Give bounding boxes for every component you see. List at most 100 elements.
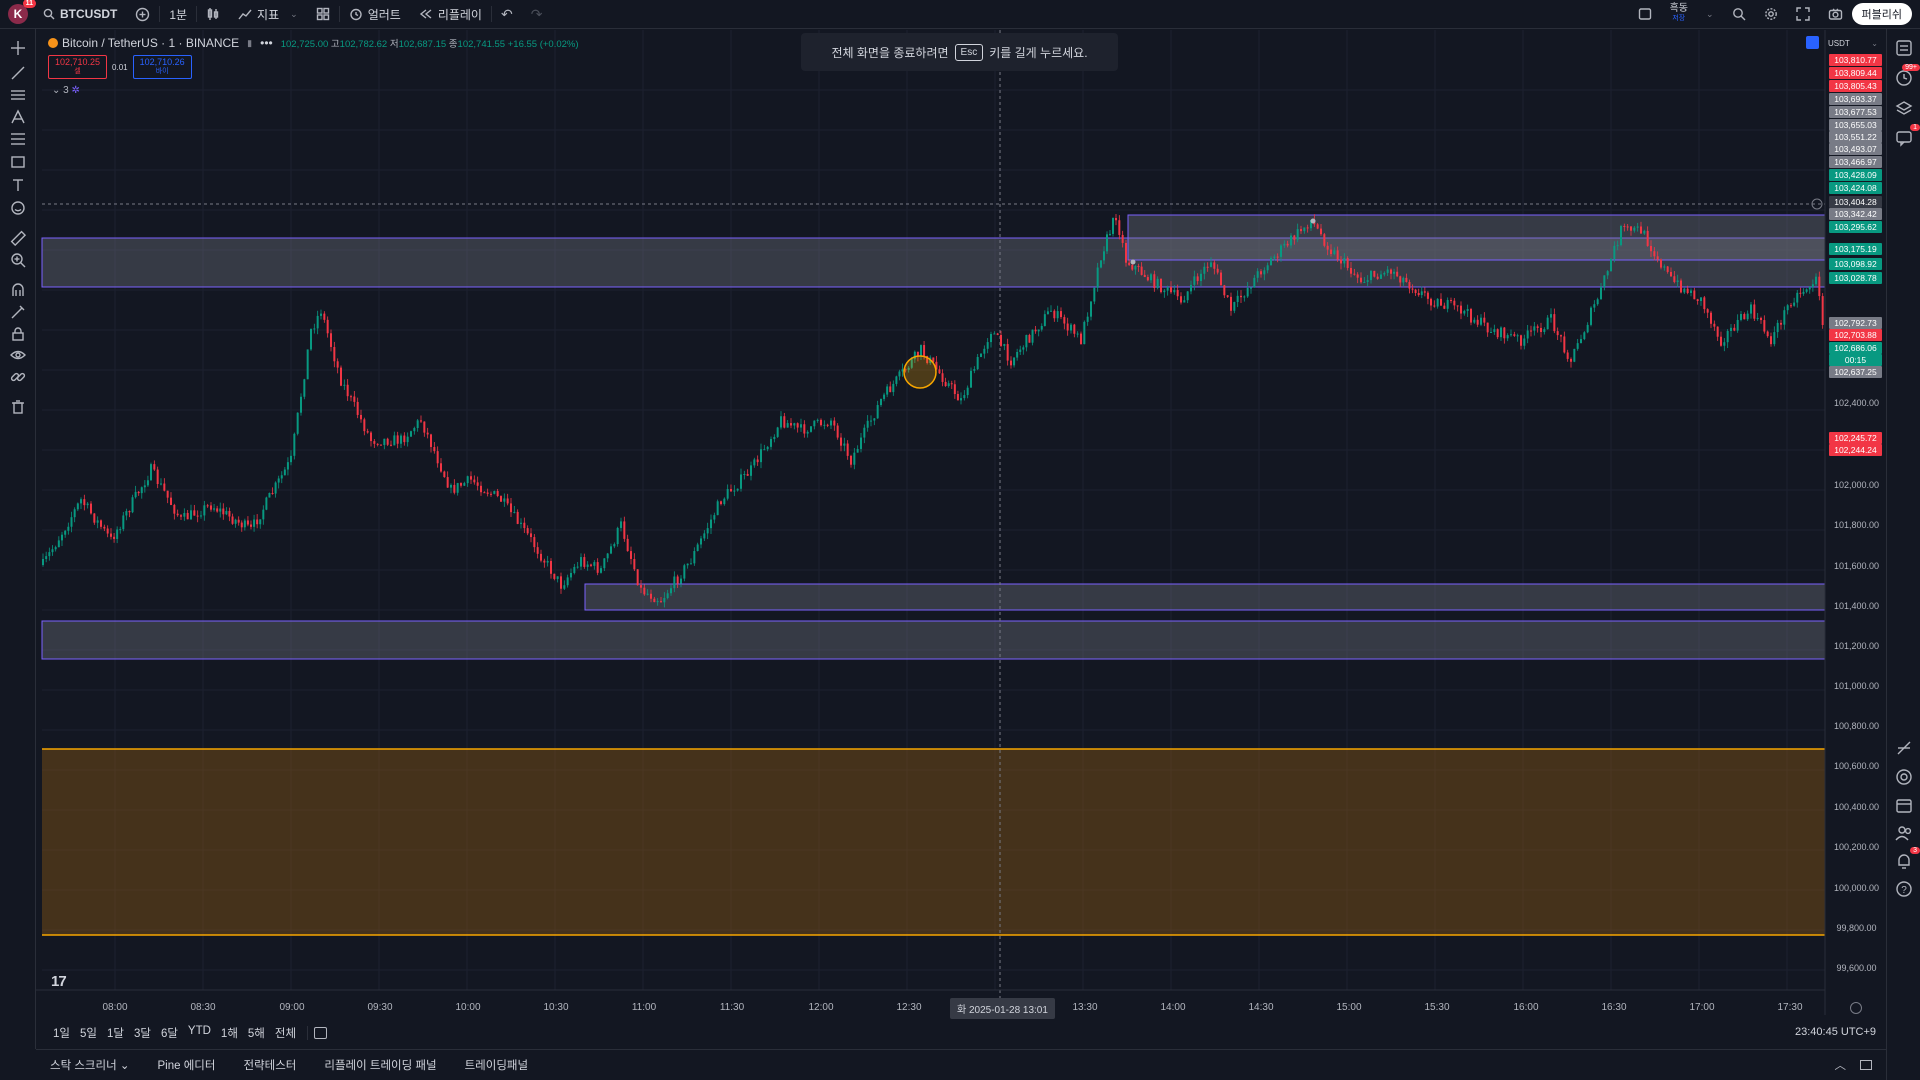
replay-button[interactable]: 리플레이: [410, 0, 491, 29]
candle: [700, 538, 702, 545]
symbol-search[interactable]: BTCUSDT: [34, 0, 126, 29]
layout-save-button[interactable]: 흑동 저장: [1661, 0, 1697, 29]
range-button[interactable]: YTD: [187, 1025, 211, 1037]
pencil-lock-tool-icon[interactable]: [9, 303, 27, 321]
layers-icon[interactable]: [1895, 99, 1913, 117]
buy-button[interactable]: 102,710.26 바이: [132, 55, 192, 79]
range-button[interactable]: 1해: [220, 1028, 238, 1040]
candle: [1223, 285, 1226, 296]
range-button[interactable]: 1달: [106, 1028, 124, 1040]
candle: [496, 491, 499, 497]
bottom-tab[interactable]: 전략테스터: [243, 1060, 297, 1072]
indicators-button[interactable]: 지표 ⌄: [229, 0, 307, 29]
range-button[interactable]: 1일: [53, 1028, 70, 1040]
candle: [1063, 317, 1066, 324]
add-symbol-button[interactable]: [126, 0, 159, 29]
maximize-panel-icon[interactable]: [1860, 1060, 1872, 1070]
chat-icon[interactable]: 1: [1895, 124, 1920, 147]
range-button[interactable]: 5일: [79, 1028, 97, 1040]
indicators-toggle[interactable]: ⌄ 3 ✲: [52, 85, 80, 96]
pitchfork-tool-icon[interactable]: [9, 108, 27, 126]
candle: [1230, 296, 1232, 311]
candle: [816, 419, 819, 421]
calendar-icon[interactable]: [1895, 796, 1913, 814]
bottom-tab[interactable]: 스탁 스크리너 ⌄: [50, 1060, 130, 1072]
time-axis-tick: 15:00: [1336, 1002, 1362, 1013]
trash-icon[interactable]: [9, 398, 27, 416]
settings-button[interactable]: [1755, 0, 1787, 29]
notifications-badge: 3: [1910, 847, 1920, 854]
ruler-tool-icon[interactable]: [9, 229, 27, 247]
calendar-range-icon[interactable]: [314, 1027, 328, 1039]
range-button[interactable]: 6달: [160, 1028, 178, 1040]
candle: [1115, 218, 1117, 221]
candle: [1383, 272, 1386, 275]
publish-button[interactable]: 퍼블리쉬: [1851, 3, 1912, 25]
quick-search-button[interactable]: [1723, 0, 1755, 29]
emoji-tool-icon[interactable]: [9, 199, 27, 217]
fib-tool-icon[interactable]: [9, 130, 27, 148]
interval-button[interactable]: 1분: [169, 7, 188, 22]
candle: [876, 405, 879, 419]
more-icon[interactable]: •••: [260, 36, 273, 50]
chevron-up-icon[interactable]: ︿: [1834, 1060, 1847, 1072]
candle: [430, 434, 432, 447]
bottom-tab[interactable]: 리플레이 트레이딩 패널: [324, 1060, 437, 1072]
candle: [773, 436, 776, 440]
candle: [846, 443, 849, 456]
watchlist-icon[interactable]: [1895, 39, 1913, 57]
candle: [316, 315, 319, 329]
link-icon[interactable]: [9, 368, 27, 386]
candle: [540, 553, 542, 561]
fullscreen-layout-button[interactable]: [1629, 0, 1661, 29]
undo-button[interactable]: ↶: [492, 0, 522, 29]
flag-icon[interactable]: ▮: [247, 37, 253, 48]
avatar-badge: 11: [22, 0, 36, 8]
candle: [166, 490, 169, 498]
bottom-tab[interactable]: 트레이딩패널: [464, 1060, 529, 1072]
candle: [1386, 269, 1389, 273]
currency-select[interactable]: USDT ⌄: [1825, 36, 1881, 50]
layouts-button[interactable]: [307, 0, 339, 29]
sell-button[interactable]: 102,710.25 셀: [48, 55, 108, 79]
tradingview-logo[interactable]: 17: [51, 973, 67, 990]
candle: [976, 356, 979, 370]
candle: [901, 369, 904, 372]
rectangle-tool-icon[interactable]: [9, 153, 27, 171]
community-icon[interactable]: [1895, 824, 1913, 842]
layout-menu-button[interactable]: ⌄: [1697, 0, 1723, 29]
horizontal-lines-tool-icon[interactable]: [9, 86, 27, 104]
eye-icon[interactable]: [9, 346, 27, 364]
range-button[interactable]: 전체: [274, 1028, 297, 1040]
text-tool-icon[interactable]: [9, 176, 27, 194]
magnet-tool-icon[interactable]: [9, 281, 27, 299]
trend-line-tool-icon[interactable]: [9, 64, 27, 82]
candle: [1583, 332, 1586, 340]
candle: [546, 560, 549, 563]
chart-type-button[interactable]: [197, 0, 229, 29]
pine-icon[interactable]: [1895, 739, 1913, 757]
axis-settings-icon[interactable]: [1850, 1002, 1862, 1014]
range-button[interactable]: 5해: [247, 1028, 265, 1040]
fullscreen-button[interactable]: [1787, 0, 1819, 29]
alerts-clock-icon[interactable]: 99+: [1895, 64, 1920, 87]
candle: [1134, 265, 1137, 270]
alerts-button[interactable]: 얼러트: [340, 0, 410, 29]
candle: [1190, 284, 1192, 292]
lock-icon[interactable]: [9, 325, 27, 343]
redo-button[interactable]: ↷: [522, 0, 552, 29]
crosshair-tool-icon[interactable]: [9, 39, 27, 57]
timezone-clock[interactable]: 23:40:45 UTC+9: [1795, 1026, 1877, 1038]
bottom-tab[interactable]: Pine 에디터: [157, 1060, 216, 1072]
notifications-icon[interactable]: 3: [1895, 847, 1920, 870]
target-icon[interactable]: [1895, 768, 1913, 786]
sync-icon[interactable]: [1806, 36, 1819, 49]
divider: [159, 6, 161, 22]
help-icon[interactable]: ?: [1895, 880, 1913, 898]
snapshot-button[interactable]: [1819, 0, 1852, 29]
range-button[interactable]: 3달: [133, 1028, 151, 1040]
user-avatar[interactable]: K 11: [8, 0, 36, 24]
zoom-in-tool-icon[interactable]: [9, 251, 27, 269]
candle: [1436, 298, 1439, 307]
